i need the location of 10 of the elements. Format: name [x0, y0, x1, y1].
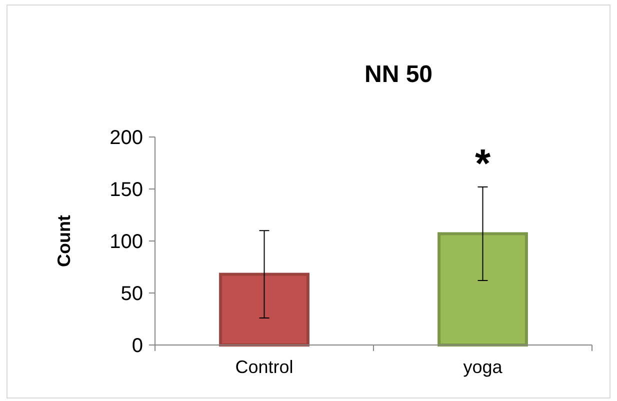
y-tick-label: 0 — [132, 335, 143, 357]
annotation: * — [474, 142, 491, 186]
chart-title: NN 50 — [364, 61, 433, 88]
x-tick-label: Control — [235, 357, 294, 377]
y-tick-label: 100 — [110, 231, 143, 253]
y-tick-label: 150 — [110, 179, 143, 201]
y-tick-label: 200 — [110, 127, 143, 149]
y-tick-label: 50 — [120, 283, 143, 305]
x-tick-label: yoga — [463, 357, 504, 377]
y-axis-title: Count — [54, 215, 74, 267]
